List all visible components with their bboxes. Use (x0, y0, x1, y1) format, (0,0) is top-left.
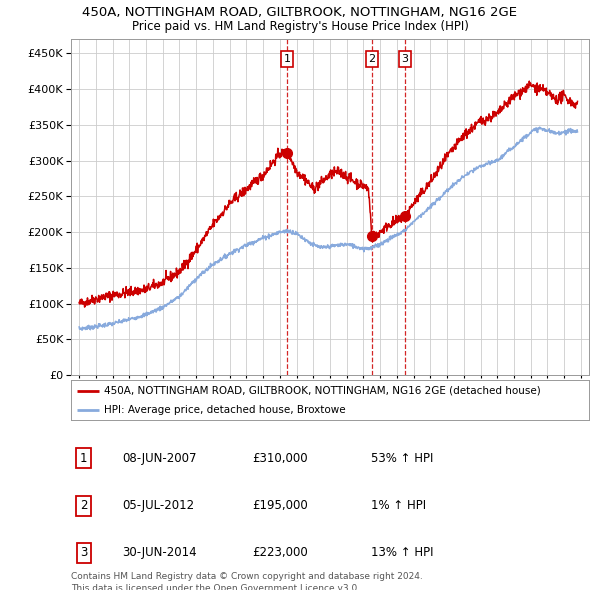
Text: £195,000: £195,000 (252, 499, 308, 512)
Text: 13% ↑ HPI: 13% ↑ HPI (371, 546, 434, 559)
Text: HPI: Average price, detached house, Broxtowe: HPI: Average price, detached house, Brox… (104, 405, 346, 415)
Text: 53% ↑ HPI: 53% ↑ HPI (371, 452, 434, 465)
Text: 450A, NOTTINGHAM ROAD, GILTBROOK, NOTTINGHAM, NG16 2GE: 450A, NOTTINGHAM ROAD, GILTBROOK, NOTTIN… (83, 6, 517, 19)
Text: 05-JUL-2012: 05-JUL-2012 (122, 499, 195, 512)
Text: £310,000: £310,000 (252, 452, 308, 465)
Text: 450A, NOTTINGHAM ROAD, GILTBROOK, NOTTINGHAM, NG16 2GE (detached house): 450A, NOTTINGHAM ROAD, GILTBROOK, NOTTIN… (104, 386, 541, 396)
Text: 1% ↑ HPI: 1% ↑ HPI (371, 499, 427, 512)
Text: This data is licensed under the Open Government Licence v3.0.: This data is licensed under the Open Gov… (71, 584, 360, 590)
Text: 3: 3 (80, 546, 88, 559)
Text: Contains HM Land Registry data © Crown copyright and database right 2024.: Contains HM Land Registry data © Crown c… (71, 572, 422, 581)
Text: 1: 1 (80, 452, 88, 465)
Text: 2: 2 (368, 54, 376, 64)
Text: 1: 1 (284, 54, 290, 64)
Text: £223,000: £223,000 (252, 546, 308, 559)
Text: 3: 3 (401, 54, 409, 64)
Text: 2: 2 (80, 499, 88, 512)
Text: 30-JUN-2014: 30-JUN-2014 (122, 546, 197, 559)
Text: Price paid vs. HM Land Registry's House Price Index (HPI): Price paid vs. HM Land Registry's House … (131, 20, 469, 33)
Text: 08-JUN-2007: 08-JUN-2007 (122, 452, 197, 465)
